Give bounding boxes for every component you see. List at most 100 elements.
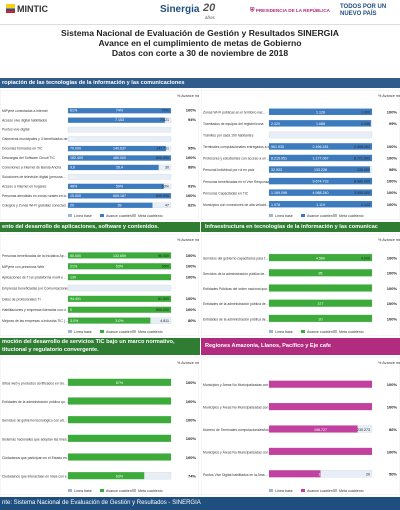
percent-label: 100% <box>186 275 197 280</box>
category-label: Ciudadanos que participan en el Estado e… <box>2 456 70 460</box>
todos-logo: TODOS POR UN NUEVO PAÍS <box>340 4 387 17</box>
legend-swatch <box>100 214 104 217</box>
baseline-label: 182.400 <box>70 156 83 160</box>
pct-header: % Avance me… <box>177 94 199 98</box>
legend-swatch <box>68 489 72 492</box>
chart-infraestructura: % Avance me… Servicios del gobierno capac… <box>201 234 400 336</box>
category-label: Sistemas nacionales que adoptan las líne… <box>2 437 70 441</box>
legend-swatch <box>301 214 305 217</box>
pct-header: % Avance me… <box>378 94 400 98</box>
progress-bar <box>269 154 372 162</box>
goal-label: 8.721.593 <box>354 157 370 161</box>
achieved-label: 85 <box>319 272 323 276</box>
category-label: Servicios de gobierno tecnológico con al… <box>2 419 67 423</box>
percent-label: 100% <box>186 436 197 441</box>
progress-bar <box>68 263 171 270</box>
achieved-label: 39 <box>118 203 122 207</box>
category-label: Zonas Wi-Fi públicas en el territorio na… <box>203 110 266 114</box>
legend-label: Avance cuatrienio <box>307 330 336 334</box>
goal-label: 50% <box>162 265 170 269</box>
achieved-label: 59% <box>116 184 124 188</box>
progress-bar <box>269 108 372 115</box>
category-label: Entidades de la administración pública q… <box>2 400 68 404</box>
goal-label: 81.509 <box>158 297 169 301</box>
baseline-label: 94.401 <box>70 297 81 301</box>
progress-bar <box>269 425 358 433</box>
chart-regiones: % Avance me… Municipios y Áreas No Munici… <box>201 357 400 495</box>
progress-bar <box>68 274 171 281</box>
percent-label: 100% <box>186 253 197 258</box>
percent-label: 100% <box>387 316 398 321</box>
percent-label: 99% <box>389 121 397 126</box>
percent-label: 100% <box>387 109 398 114</box>
percent-label: 94% <box>188 117 196 122</box>
section-band-4: moción del desarrollo de servicios TIC b… <box>0 338 200 355</box>
percent-label: 100% <box>387 179 398 184</box>
progress-bar <box>68 155 171 161</box>
footer-source: nte: Sistema Nacional de Evaluación de G… <box>0 497 400 510</box>
achieved-label: 10 <box>319 473 323 477</box>
category-label: Acceso vive digital habilitados <box>2 118 47 122</box>
achieved-label: 7.153 <box>115 118 124 122</box>
progress-bar <box>269 380 372 388</box>
baseline-label: 2.320 <box>271 122 280 126</box>
baseline-label: 46% <box>70 184 78 188</box>
percent-label: 95% <box>188 146 196 151</box>
category-label: Colegios y Zonas Wi-Fi gratuitas conecta… <box>2 203 69 207</box>
chart-servicios-tic: % Avance me… Sitios web y productos certi… <box>0 357 199 495</box>
achieved-label: 3.0% <box>115 319 124 323</box>
legend-label: Línea base <box>74 330 92 334</box>
legend-label: Avance cuatrienio <box>307 214 336 218</box>
legend-label: Meta cuatrienio <box>339 330 364 334</box>
legend-label: Meta cuatrienio <box>138 330 163 334</box>
progress-bar <box>269 403 372 411</box>
legend-swatch <box>333 214 337 217</box>
progress-bar <box>269 254 372 262</box>
achieved-label: 9.674.733 <box>313 180 329 184</box>
goal-label: 130.000 <box>357 168 370 172</box>
goal-label: 800.000 <box>156 308 169 312</box>
progress-bar <box>68 145 166 152</box>
progress-bar <box>68 164 159 171</box>
category-label: Municipios y Áreas No Municipalizadas co… <box>203 450 272 454</box>
goal-label: 20 <box>366 473 370 477</box>
percent-label: 74% <box>188 474 196 479</box>
achieved-label: 133.226 <box>314 168 327 172</box>
progress-bar <box>68 202 153 208</box>
legend-swatch <box>269 330 273 333</box>
progress-bar <box>68 378 171 386</box>
pct-header: % Avance me… <box>378 361 400 365</box>
goal-label: 4.811 <box>160 319 169 323</box>
baseline-label: 61% <box>70 109 78 113</box>
achieved-label: 198.727 <box>314 428 327 432</box>
presidencia-logo: ⛨ PRESIDENCIA DE LA REPÚBLICA <box>250 8 330 15</box>
title-line-2: Avance en el cumplimiento de metas de Go… <box>98 38 302 48</box>
percent-label: 100% <box>387 382 398 387</box>
progress-bar <box>68 306 171 313</box>
category-label: Conexiones a Internet de Banda Ancha <box>2 166 61 170</box>
percent-label: 50% <box>389 472 397 477</box>
anos-number: 20 <box>203 2 216 14</box>
percent-label: 100% <box>186 455 197 460</box>
percent-label: 100% <box>186 296 197 301</box>
category-label: Puntos Vive Digital habilitados en la Am… <box>203 473 268 477</box>
goal-label: 96.000 <box>158 254 169 258</box>
goal-label: 2.056 <box>361 122 370 126</box>
baseline-label: 1.078 <box>271 203 280 207</box>
percent-label: 100% <box>387 202 398 207</box>
colombia-flag-icon <box>6 4 15 13</box>
title-line-1: Sistema Nacional de Evaluación de Gestió… <box>61 28 339 38</box>
legend-label: Línea base <box>74 214 92 218</box>
goal-label: 2.498.262 <box>354 145 370 149</box>
baseline-label: 21% <box>70 265 78 269</box>
achieved-label: 1.128 <box>316 110 325 114</box>
mintic-label: MINTIC <box>17 4 48 14</box>
chart-aplicaciones: % Avance me… Personas beneficiadas de la … <box>0 234 199 336</box>
goal-label: 7.621 <box>160 118 169 122</box>
presidencia-label: PRESIDENCIA DE LA REPÚBLICA <box>255 8 330 13</box>
legend-swatch <box>132 489 136 492</box>
legend-label: Meta cuatrienio <box>339 214 364 218</box>
pct-header: % Avance me… <box>177 238 199 242</box>
progress-bar <box>68 295 171 302</box>
legend-swatch <box>132 214 136 217</box>
